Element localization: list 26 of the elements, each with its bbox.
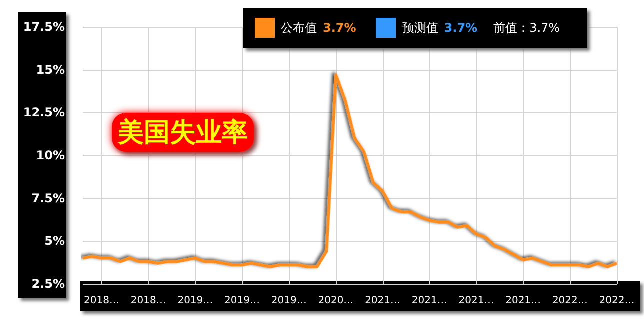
annotation: 3.7% (444, 21, 478, 35)
x-tick-label: 2021… (458, 296, 494, 306)
y-tick-label: 2.5% (32, 277, 65, 291)
x-tick-label: 2019… (224, 296, 260, 306)
x-tick-label: 2019… (178, 296, 214, 306)
x-tick-label: 2022… (599, 296, 635, 306)
x-tick-label: 2021… (365, 296, 401, 306)
y-tick-label: 5% (44, 234, 65, 248)
y-tick-label: 17.5% (23, 20, 65, 34)
annotation: 前值：3.7% (494, 20, 560, 36)
annotation: 预测值 (402, 20, 438, 36)
x-tick-label: 2018… (130, 296, 166, 306)
y-tick-label: 15% (36, 62, 65, 77)
y-tick-label: 12.5% (23, 106, 65, 120)
y-tick-label: 7.5% (32, 191, 65, 206)
y-tick-label: 10% (36, 148, 65, 162)
x-tick-label: 2021… (412, 296, 448, 306)
annotation: 3.7% (323, 21, 356, 35)
text: 美国失业率 (112, 113, 254, 152)
line-series (82, 73, 618, 268)
legend-label: 公布值 (281, 20, 317, 36)
x-tick-label: 2020… (318, 296, 354, 306)
x-tick-label: 2022… (552, 296, 588, 306)
x-tick-label: 2019… (271, 296, 307, 306)
x-tick-label: 2018… (84, 296, 120, 306)
x-tick-label: 2021… (506, 296, 542, 306)
